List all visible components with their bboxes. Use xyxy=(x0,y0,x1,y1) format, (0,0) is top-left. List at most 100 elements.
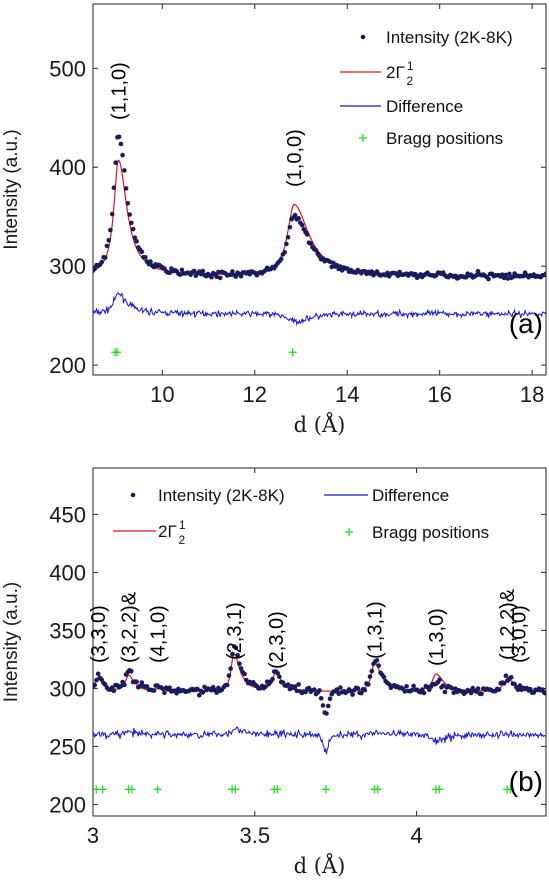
x-tick-label: 3.5 xyxy=(239,823,270,848)
peak-label: (3,3,0) xyxy=(88,605,110,663)
observed-point xyxy=(385,270,390,276)
observed-point xyxy=(95,671,101,677)
observed-point xyxy=(217,275,223,281)
legend-label: Difference xyxy=(372,486,449,505)
x-tick-label: 4 xyxy=(410,823,422,848)
observed-point xyxy=(369,668,375,674)
observed-point xyxy=(209,274,214,280)
x-axis-label: d (Å) xyxy=(294,853,346,878)
observed-point xyxy=(292,684,298,689)
observed-point xyxy=(130,226,136,232)
observed-point xyxy=(515,687,521,693)
observed-point xyxy=(118,684,124,689)
observed-point xyxy=(305,232,310,237)
observed-point xyxy=(338,264,343,269)
observed-point xyxy=(413,271,418,277)
observed-point xyxy=(233,645,239,651)
observed-point xyxy=(143,254,148,260)
bragg-marker xyxy=(273,785,282,794)
x-tick-label: 14 xyxy=(335,382,359,407)
observed-point xyxy=(517,683,523,688)
bragg-marker xyxy=(288,348,297,357)
x-axis-label: d (Å) xyxy=(294,412,346,437)
observed-point xyxy=(475,686,481,691)
peak-label: (4,1,0) xyxy=(148,605,170,663)
legend-gamma-sub: 2 xyxy=(407,74,414,88)
plot-area xyxy=(93,644,546,794)
observed-point xyxy=(151,688,157,693)
observed-point xyxy=(230,651,235,657)
legend-marker-bragg xyxy=(345,528,353,536)
observed-point xyxy=(320,703,326,708)
y-tick-label: 500 xyxy=(49,56,86,81)
observed-point xyxy=(543,271,546,276)
observed-point xyxy=(508,675,514,680)
observed-point xyxy=(299,222,305,228)
legend-marker-observed xyxy=(360,34,366,40)
peak-label: (2,3,1) xyxy=(224,602,246,660)
x-tick-label: 10 xyxy=(150,382,174,407)
observed-point xyxy=(442,689,448,695)
observed-point xyxy=(122,682,127,688)
observed-point xyxy=(287,224,293,230)
observed-point xyxy=(376,663,382,668)
y-tick-label: 300 xyxy=(49,676,86,701)
peak-label: (3,2,2)& xyxy=(119,591,141,663)
observed-point xyxy=(174,691,179,696)
observed-point xyxy=(325,703,331,709)
observed-point xyxy=(503,673,509,678)
observed-point xyxy=(111,688,117,694)
observed-point xyxy=(127,212,132,217)
observed-point xyxy=(362,687,368,693)
observed-point xyxy=(93,266,97,272)
observed-point xyxy=(200,268,206,274)
observed-point xyxy=(216,269,221,275)
bragg-marker xyxy=(153,785,162,794)
observed-point xyxy=(108,227,113,233)
observed-point xyxy=(224,682,230,688)
observed-point xyxy=(228,666,233,671)
series-difference-line xyxy=(93,726,546,755)
observed-point xyxy=(238,273,244,279)
legend-label: Intensity (2K-8K) xyxy=(158,486,285,505)
legend-label: 2Γ 1 2 xyxy=(386,59,414,88)
observed-point xyxy=(367,674,373,679)
observed-point xyxy=(242,671,247,677)
observed-point xyxy=(313,247,319,253)
plot-area xyxy=(93,134,546,357)
observed-point xyxy=(292,212,298,218)
bragg-marker xyxy=(321,785,330,794)
observed-point xyxy=(177,272,183,277)
bragg-marker xyxy=(373,785,382,794)
observed-point xyxy=(318,696,324,701)
series-observed-points xyxy=(93,644,546,716)
observed-point xyxy=(409,687,415,693)
observed-point xyxy=(214,690,219,695)
observed-point xyxy=(102,255,108,260)
bragg-marker xyxy=(98,785,107,794)
observed-point xyxy=(294,688,300,694)
observed-point xyxy=(179,267,185,273)
observed-point xyxy=(395,273,401,279)
observed-point xyxy=(359,690,364,696)
observed-point xyxy=(440,683,446,688)
panel-a: 10 12 14 16 18 200 300 400 500 Intensity (a.u.) d … xyxy=(1,3,547,437)
observed-point xyxy=(331,260,336,266)
observed-point xyxy=(338,685,343,690)
observed-point xyxy=(381,674,387,680)
observed-point xyxy=(496,687,502,692)
observed-point xyxy=(137,683,143,689)
panel-b: 3 3.5 4 200 250 300 350 400 450 Intensity (a.u.) d… xyxy=(1,467,547,878)
observed-point xyxy=(543,691,546,696)
peak-label: (1,3,0) xyxy=(426,608,448,666)
observed-point xyxy=(449,685,455,691)
observed-point xyxy=(134,239,139,244)
legend-gamma-base: 2Γ xyxy=(158,522,177,541)
observed-point xyxy=(501,681,507,686)
observed-point xyxy=(374,658,380,663)
observed-point xyxy=(411,683,416,689)
observed-point xyxy=(528,686,533,692)
observed-point xyxy=(148,259,153,264)
observed-point xyxy=(334,687,340,692)
observed-point xyxy=(120,152,125,158)
